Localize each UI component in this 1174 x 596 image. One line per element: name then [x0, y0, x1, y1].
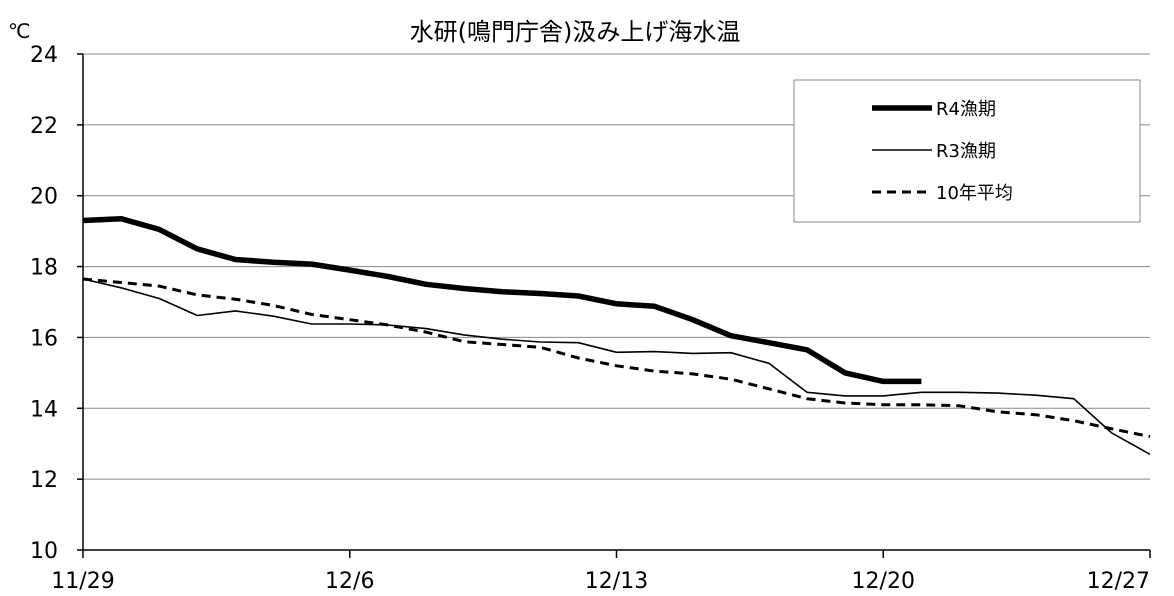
series-lines — [82, 215, 1151, 455]
y-tick-label: 18 — [30, 256, 58, 281]
y-tick-label: 12 — [30, 468, 58, 493]
axes — [77, 53, 1151, 558]
series-line-3 — [82, 277, 1151, 439]
x-tick-label: 12/27 — [1087, 569, 1150, 594]
legend-label: 10年平均 — [936, 183, 1013, 204]
gridlines — [83, 53, 1150, 480]
y-tick-label: 24 — [30, 43, 58, 68]
y-tick-label: 10 — [30, 539, 58, 564]
series-line-1 — [82, 215, 922, 385]
unit-label: ℃ — [8, 19, 30, 43]
x-tick-label: 12/6 — [325, 569, 374, 594]
x-tick-labels: 11/29 12/6 12/13 12/20 12/27 — [51, 569, 1150, 594]
x-tick-label: 12/13 — [585, 569, 648, 594]
legend-label: R3漁期 — [936, 141, 996, 162]
chart-title: 水研(鳴門庁舎)汲み上げ海水温 — [410, 18, 741, 46]
y-tick-label: 16 — [30, 326, 58, 351]
legend-box — [793, 79, 1141, 223]
legend: R4漁期 R3漁期 10年平均 — [793, 79, 1141, 223]
x-tick-label: 12/20 — [852, 569, 915, 594]
y-tick-label: 14 — [30, 397, 58, 422]
y-tick-labels: 10 12 14 16 18 20 22 24 — [30, 43, 58, 564]
x-tick-label: 11/29 — [51, 569, 114, 594]
y-tick-label: 20 — [30, 185, 58, 210]
legend-label: R4漁期 — [936, 99, 996, 120]
y-tick-label: 22 — [30, 114, 58, 139]
series-line-2 — [82, 278, 1151, 455]
